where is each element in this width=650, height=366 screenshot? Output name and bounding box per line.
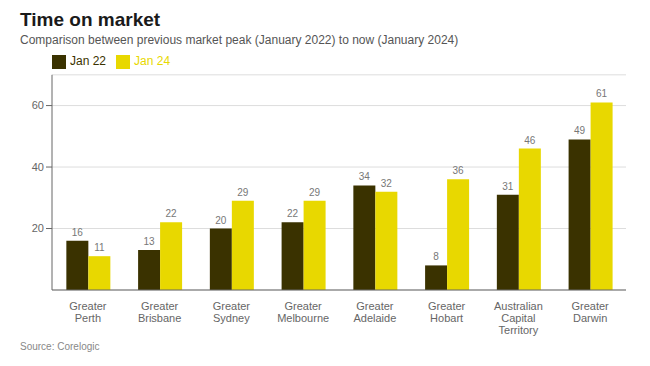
- svg-text:29: 29: [237, 187, 249, 198]
- html-text:Time on market: Time on market: [20, 9, 161, 30]
- svg-text:GreaterPerth: GreaterPerth: [69, 300, 107, 324]
- svg-text:31: 31: [502, 181, 514, 192]
- html-text:Comparison between previous ma: Comparison between previous market peak …: [20, 33, 459, 47]
- svg-text:GreaterDarwin: GreaterDarwin: [571, 300, 609, 324]
- svg-text:29: 29: [309, 187, 321, 198]
- svg-text:16: 16: [72, 227, 84, 238]
- svg-text:61: 61: [596, 88, 608, 99]
- svg-text:GreaterMelbourne: GreaterMelbourne: [277, 300, 329, 324]
- svg-text:36: 36: [453, 165, 465, 176]
- svg-text:AustralianCapitalTerritory: AustralianCapitalTerritory: [494, 300, 543, 336]
- svg-text:46: 46: [524, 135, 536, 146]
- svg-text:GreaterBrisbane: GreaterBrisbane: [138, 300, 181, 324]
- svg-text:8: 8: [433, 251, 439, 262]
- svg-text:20: 20: [215, 215, 227, 226]
- svg-text:GreaterSydney: GreaterSydney: [213, 300, 251, 324]
- svg-text:40: 40: [32, 161, 44, 173]
- svg-text:32: 32: [381, 178, 393, 189]
- html-text:Jan 24: Jan 24: [134, 54, 171, 68]
- svg-text:20: 20: [32, 222, 44, 234]
- svg-text:60: 60: [32, 99, 44, 111]
- svg-text:13: 13: [144, 236, 156, 247]
- html-text:Jan 22: Jan 22: [70, 54, 106, 68]
- svg-text:49: 49: [574, 125, 586, 136]
- svg-text:22: 22: [287, 208, 299, 219]
- svg-text:GreaterHobart: GreaterHobart: [428, 300, 466, 324]
- svg-text:11: 11: [94, 242, 105, 253]
- svg-text:GreaterAdelaide: GreaterAdelaide: [353, 300, 396, 324]
- svg-text:22: 22: [166, 208, 178, 219]
- html-text:Source: Corelogic: Source: Corelogic: [20, 341, 100, 352]
- svg-text:34: 34: [359, 171, 371, 182]
